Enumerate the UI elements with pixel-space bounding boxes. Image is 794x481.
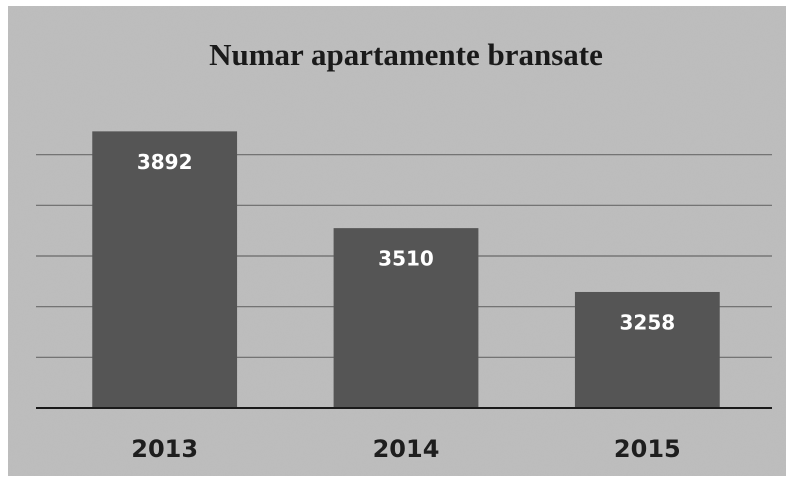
bar <box>92 131 238 409</box>
bars: 3892 3510 3258 <box>92 131 720 409</box>
data-label: 3258 <box>619 310 675 334</box>
data-label: 3510 <box>378 247 434 271</box>
x-tick-label: 2013 <box>131 435 198 463</box>
data-label: 3892 <box>137 150 193 174</box>
chart-title: Numar apartamente bransate <box>209 37 603 72</box>
bar <box>574 291 720 408</box>
x-tick-label: 2015 <box>614 435 681 463</box>
bar <box>333 228 479 408</box>
x-tick-label: 2014 <box>373 435 440 463</box>
